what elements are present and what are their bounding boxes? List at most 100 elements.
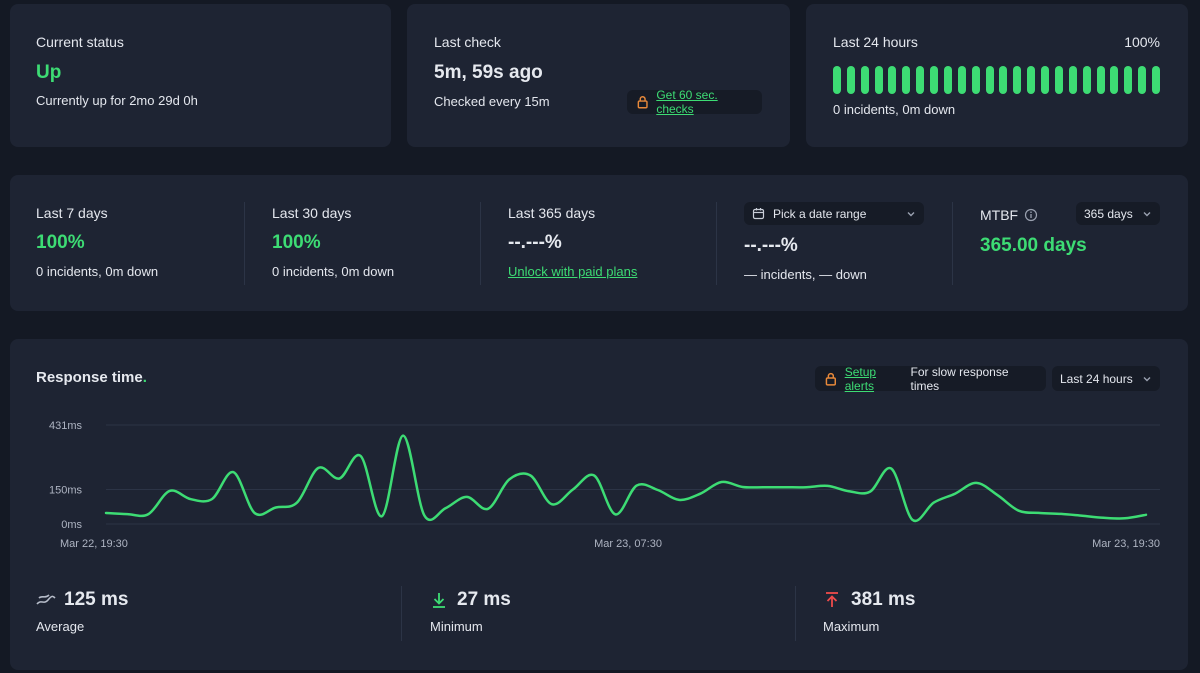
uptime-bar[interactable] (1124, 66, 1133, 94)
y-tick-label: 0ms (61, 519, 82, 531)
last-24h-title: Last 24 hours (833, 34, 918, 50)
response-time-card: Response time. Setup alerts For slow res… (10, 339, 1188, 670)
current-status-title: Current status (36, 34, 124, 50)
uptime-bar[interactable] (943, 66, 952, 94)
maximum-stat: 381 ms Maximum (823, 589, 915, 634)
response-time-title: Response time. (36, 369, 147, 386)
stat-week-value: 100% (36, 232, 85, 253)
mtbf-range-select[interactable]: 365 days (1076, 202, 1160, 225)
mtbf-range-label: 365 days (1084, 206, 1133, 221)
divider (952, 202, 953, 285)
divider (716, 202, 717, 285)
chevron-down-icon (1143, 211, 1151, 216)
response-range-label: Last 24 hours (1060, 371, 1133, 386)
last-check-value: 5m, 59s ago (434, 62, 543, 83)
stat-year-value: --.---% (508, 232, 562, 253)
uptime-bar[interactable] (860, 66, 869, 94)
uptime-bar[interactable] (888, 66, 897, 94)
mtbf-label: MTBF (980, 207, 1019, 223)
lock-icon (637, 96, 648, 109)
minimum-value: 27 ms (457, 589, 511, 610)
uptime-bar[interactable] (846, 66, 855, 94)
current-status-value: Up (36, 62, 62, 83)
divider (795, 586, 796, 641)
average-trend-icon (36, 594, 56, 605)
info-icon[interactable] (1024, 208, 1038, 222)
maximum-label: Maximum (823, 619, 880, 634)
uptime-bar[interactable] (999, 66, 1008, 94)
uptime-bar[interactable] (1013, 66, 1022, 94)
stat-custom-detail: — incidents, — down (744, 267, 867, 282)
stat-custom-value: --.---% (744, 235, 798, 256)
divider (244, 202, 245, 285)
response-range-select[interactable]: Last 24 hours (1052, 366, 1160, 391)
average-value: 125 ms (64, 589, 129, 610)
calendar-icon (752, 208, 765, 220)
mtbf-value: 365.00 days (980, 235, 1087, 256)
last-24h-card: Last 24 hours 100% 0 incidents, 0m down (806, 4, 1188, 147)
chevron-down-icon (1143, 376, 1151, 381)
uptime-bar[interactable] (971, 66, 980, 94)
last-check-detail: Checked every 15m (434, 94, 550, 109)
uptime-bar[interactable] (930, 66, 939, 94)
current-status-card: Current status Up Currently up for 2mo 2… (10, 4, 391, 147)
last-check-title: Last check (434, 34, 501, 50)
upgrade-checks-button[interactable]: Get 60 sec. checks (627, 88, 762, 116)
uptime-bar[interactable] (957, 66, 966, 94)
current-status-detail: Currently up for 2mo 29d 0h (36, 93, 198, 108)
stat-month-detail: 0 incidents, 0m down (272, 264, 395, 279)
setup-alerts-text: For slow response times (910, 364, 1009, 393)
chevron-down-icon (907, 211, 915, 216)
uptime-bar[interactable] (916, 66, 925, 94)
uptime-bar[interactable] (1068, 66, 1077, 94)
upgrade-checks-link[interactable]: Get 60 sec. checks (656, 88, 718, 116)
unlock-paid-plans-link[interactable]: Unlock with paid plans (508, 264, 638, 279)
date-range-picker[interactable]: Pick a date range (744, 202, 924, 225)
arrow-up-icon (826, 592, 838, 607)
x-tick-label: Mar 23, 07:30 (594, 538, 662, 550)
minimum-label: Minimum (430, 619, 483, 634)
uptime-bar[interactable] (1138, 66, 1147, 94)
uptime-bar[interactable] (874, 66, 883, 94)
y-tick-label: 150ms (49, 485, 83, 497)
uptime-bar[interactable] (833, 66, 841, 94)
uptime-bar[interactable] (1096, 66, 1105, 94)
y-tick-label: 431ms (49, 420, 83, 432)
uptime-bar[interactable] (1027, 66, 1036, 94)
average-stat: 125 ms Average (36, 589, 128, 634)
maximum-value: 381 ms (851, 589, 916, 610)
uptime-bar[interactable] (1110, 66, 1119, 94)
uptime-bar[interactable] (985, 66, 994, 94)
date-range-picker-label: Pick a date range (773, 206, 867, 221)
last-check-card: Last check 5m, 59s ago Checked every 15m… (407, 4, 790, 147)
title-dot: . (142, 369, 147, 386)
mtbf-title: MTBF (980, 207, 1038, 223)
setup-alerts-link[interactable]: Setup alerts (844, 364, 877, 393)
response-time-chart: 0ms 150ms 431ms Mar 22, 19:30 Mar 23, 07:30… (49, 420, 1160, 550)
stat-month-value: 100% (272, 232, 321, 253)
x-tick-label: Mar 23, 19:30 (1092, 538, 1160, 550)
setup-alerts-banner[interactable]: Setup alerts For slow response times (815, 364, 1046, 393)
arrow-down-icon (433, 593, 445, 608)
average-label: Average (36, 619, 85, 634)
last-24h-detail: 0 incidents, 0m down (833, 102, 956, 117)
uptime-bar[interactable] (1082, 66, 1091, 94)
minimum-stat: 27 ms Minimum (430, 589, 511, 634)
uptime-stats-card: Last 7 days 100% 0 incidents, 0m down La… (10, 175, 1188, 311)
uptime-bar[interactable] (902, 66, 911, 94)
uptime-bar[interactable] (1054, 66, 1063, 94)
uptime-bar[interactable] (1152, 66, 1160, 94)
uptime-bar-strip (806, 4, 1188, 104)
x-tick-label: Mar 22, 19:30 (60, 538, 128, 550)
lock-icon (825, 372, 836, 386)
last-24h-percent: 100% (1124, 34, 1160, 50)
stat-week-detail: 0 incidents, 0m down (36, 264, 159, 279)
stat-month-title: Last 30 days (272, 205, 352, 221)
uptime-bar[interactable] (1041, 66, 1050, 94)
divider (401, 586, 402, 641)
response-time-line (104, 434, 1148, 523)
divider (480, 202, 481, 285)
stat-week-title: Last 7 days (36, 205, 108, 221)
stat-year-title: Last 365 days (508, 205, 596, 221)
response-time-title-text: Response time (36, 369, 143, 386)
